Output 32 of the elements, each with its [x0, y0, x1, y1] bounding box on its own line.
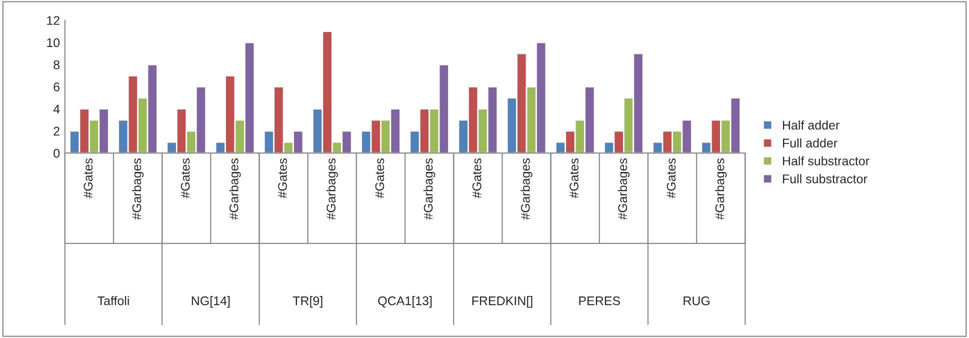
- y-tick-label: 8: [54, 60, 60, 70]
- x-tick-label: #Gates: [375, 158, 384, 198]
- x-tick-label: #Gates: [180, 158, 190, 198]
- legend-label: Half adder: [782, 120, 840, 130]
- y-tick-label: 4: [53, 104, 60, 114]
- y-tick-label: 6: [54, 82, 60, 92]
- text: QCA1[13]: [378, 296, 432, 308]
- text: Taffoli: [98, 296, 129, 306]
- x-tick-label: #Gates: [570, 158, 578, 198]
- x-tick-label: #Gates: [472, 158, 482, 198]
- x-tick-label: #Garbages: [229, 158, 241, 220]
- x-tick-label: #Garbages: [618, 158, 630, 220]
- y-tick-label: 0: [54, 148, 60, 158]
- x-tick-label: #Garbages: [132, 158, 144, 220]
- legend-label: Half substractor: [782, 156, 870, 166]
- text: FREDKIN[]: [472, 296, 532, 308]
- x-tick-label: #Garbages: [520, 158, 532, 220]
- legend-label: Full substractor: [782, 174, 868, 184]
- x-tick-label: #Gates: [278, 158, 287, 198]
- y-tick-label: 2: [54, 126, 60, 136]
- text: TR[9]: [292, 296, 322, 308]
- y-tick-label: 12: [47, 16, 60, 25]
- x-tick-label: #Garbages: [424, 158, 436, 220]
- text: NG[14]: [192, 296, 230, 308]
- text: RUG: [684, 296, 710, 306]
- y-tick-label: 10: [47, 38, 60, 48]
- text: PERES: [579, 296, 620, 306]
- x-tick-label: #Garbages: [715, 158, 727, 220]
- x-tick-label: #Garbages: [326, 158, 338, 220]
- legend-label: Full adder: [782, 138, 838, 148]
- x-tick-label: #Gates: [666, 158, 676, 198]
- x-tick-label: #Gates: [84, 158, 93, 198]
